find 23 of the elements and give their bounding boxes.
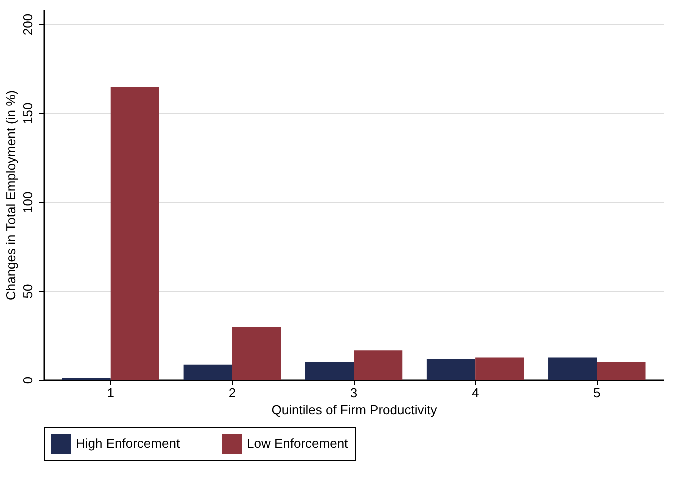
bar xyxy=(476,358,524,380)
y-tick-label: 150 xyxy=(20,102,36,125)
y-tick-label: 0 xyxy=(20,376,36,384)
y-tick-label: 50 xyxy=(20,284,36,299)
y-axis-title: Changes in Total Employment (in %) xyxy=(4,90,18,301)
x-tick-label: 5 xyxy=(594,386,601,400)
bar xyxy=(305,362,354,380)
x-tick-label: 1 xyxy=(107,386,114,400)
bar xyxy=(426,360,476,380)
legend-label: Low Enforcement xyxy=(247,436,349,451)
x-tick-label: 4 xyxy=(472,386,480,400)
x-tick-label: 2 xyxy=(228,386,236,400)
bar xyxy=(110,87,160,380)
y-tick-label: 200 xyxy=(20,14,36,36)
x-axis-title: Quintiles of Firm Productivity xyxy=(272,402,438,418)
bar xyxy=(597,362,646,380)
x-tick-label: 3 xyxy=(350,386,358,400)
y-tick-label: 100 xyxy=(20,192,36,214)
legend-label: High Enforcement xyxy=(76,436,180,451)
bar xyxy=(232,328,282,380)
bar xyxy=(354,350,403,380)
bar xyxy=(548,358,598,380)
bar xyxy=(184,364,232,380)
